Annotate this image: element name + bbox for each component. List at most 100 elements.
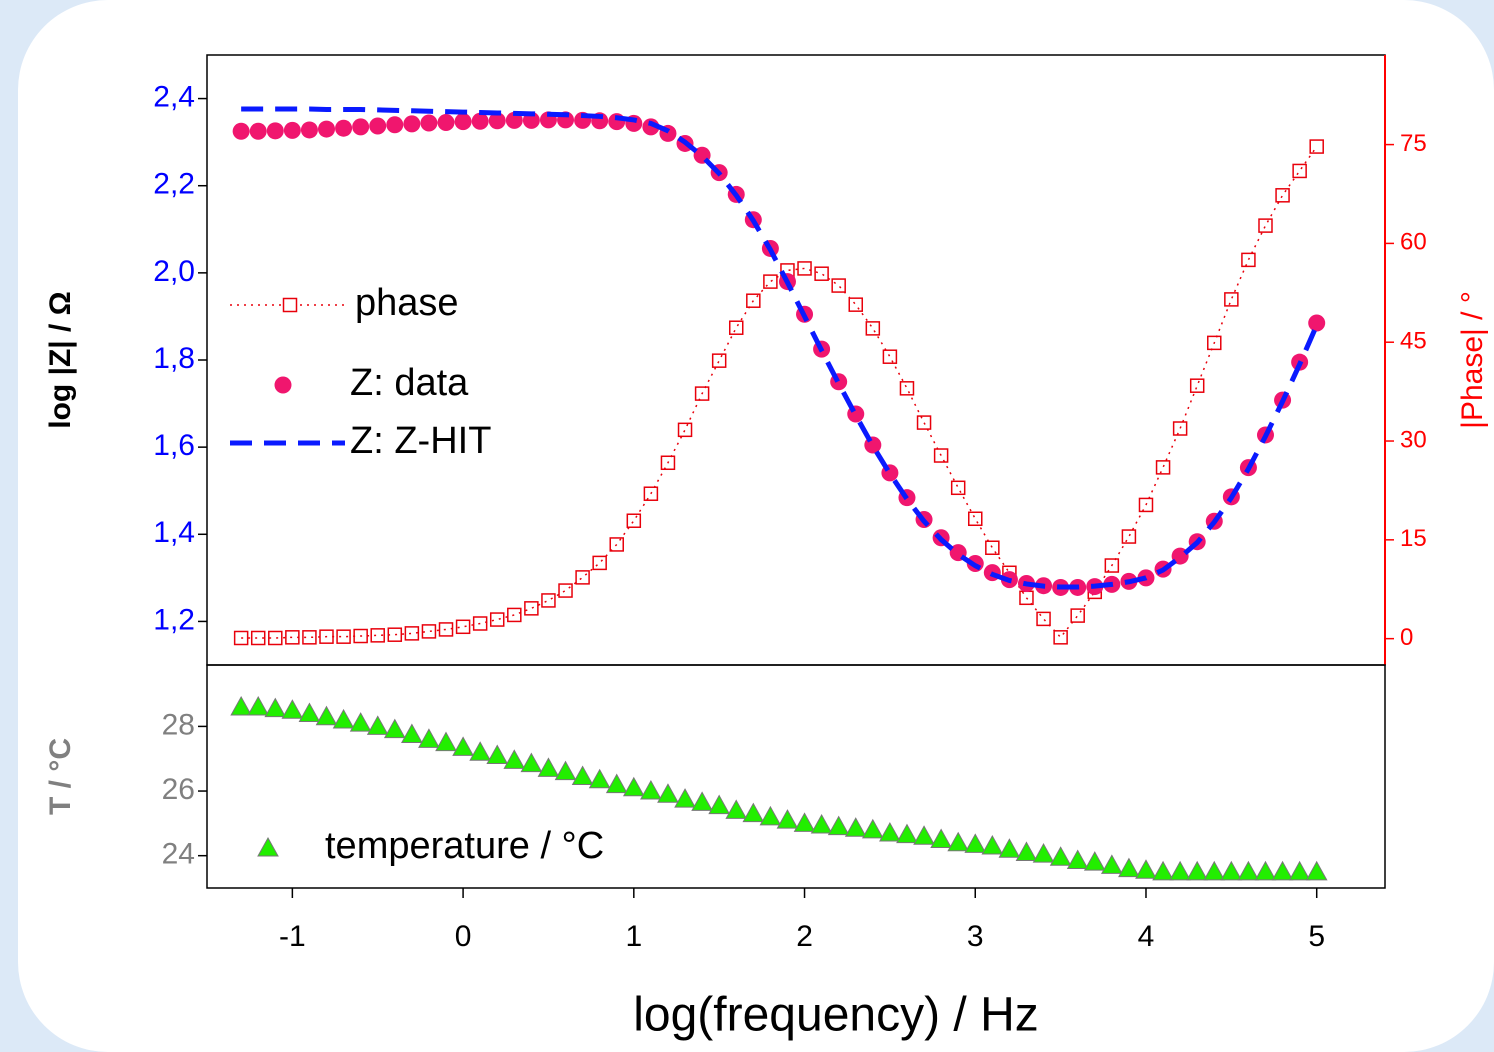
- data-point: [592, 555, 607, 571]
- data-point: [352, 118, 370, 136]
- data-point: [691, 791, 713, 811]
- data-point: [283, 121, 301, 139]
- data-point: [332, 708, 355, 729]
- data-point: [742, 802, 765, 823]
- data-point: [370, 628, 385, 643]
- data-point: [1169, 860, 1191, 881]
- data-point: [420, 114, 438, 132]
- data-point: [1305, 860, 1328, 881]
- data-point: [947, 831, 970, 852]
- data-point: [1053, 630, 1068, 645]
- data-point: [831, 278, 846, 293]
- data-point: [605, 773, 628, 794]
- data-point: [230, 695, 252, 716]
- data-point: [933, 448, 949, 463]
- data-point: [660, 455, 676, 471]
- data-point: [797, 261, 812, 276]
- data-point: [507, 607, 522, 623]
- data-point: [793, 812, 816, 832]
- data-point: [1241, 252, 1256, 268]
- legend-marker: [282, 297, 298, 313]
- data-point: [1292, 163, 1307, 179]
- y2-tick-label: 0: [1400, 624, 1413, 651]
- data-point: [1121, 529, 1137, 544]
- data-point: [537, 757, 560, 777]
- y-tick-label: 2,4: [153, 80, 195, 113]
- data-point: [471, 112, 489, 130]
- data-point: [418, 728, 440, 748]
- legend-label: Z: Z-HIT: [350, 420, 491, 462]
- data-point: [677, 422, 693, 438]
- data-point: [319, 629, 334, 644]
- data-point: [472, 616, 488, 631]
- legend-marker: [274, 376, 292, 394]
- data-point: [725, 799, 748, 819]
- data-point: [626, 513, 642, 528]
- data-point: [622, 776, 645, 797]
- data-point: [964, 833, 987, 853]
- data-point: [575, 570, 590, 585]
- data-point: [930, 828, 952, 849]
- data-point: [281, 699, 304, 719]
- data-point: [1258, 218, 1273, 233]
- data-point: [711, 353, 727, 368]
- data-point: [353, 628, 368, 644]
- data-point: [404, 626, 420, 641]
- data-point: [524, 601, 539, 616]
- data-point: [315, 705, 338, 726]
- data-point: [985, 540, 1000, 555]
- data-point: [452, 736, 474, 756]
- data-point: [454, 113, 472, 131]
- data-point: [1152, 860, 1174, 881]
- data-point: [827, 815, 850, 836]
- data-point: [1100, 854, 1123, 874]
- plot-frame: [206, 664, 1386, 889]
- x-tick-label: 2: [796, 920, 813, 953]
- data-point: [520, 752, 543, 773]
- data-point: [335, 119, 353, 137]
- data-point: [1070, 608, 1085, 623]
- data-point: [558, 583, 573, 598]
- x-axis-title: log(frequency) / Hz: [633, 989, 1039, 1042]
- data-point: [1138, 497, 1154, 513]
- data-point: [1203, 860, 1226, 881]
- y-tick-label: 2,0: [153, 255, 195, 288]
- y2-tick-label: 30: [1400, 426, 1427, 453]
- data-point: [844, 817, 867, 837]
- data-point: [1083, 851, 1106, 871]
- data-point: [386, 116, 404, 134]
- data-point: [1237, 860, 1260, 881]
- legend-label: temperature / °C: [325, 825, 604, 867]
- legend-label: Z: data: [350, 362, 469, 404]
- data-point: [728, 320, 744, 335]
- data-point: [366, 715, 389, 735]
- data-point: [1186, 860, 1209, 881]
- data-point: [554, 760, 577, 781]
- y-tick-label: 1,2: [153, 603, 195, 636]
- data-point: [403, 115, 421, 133]
- data-point: [264, 697, 287, 718]
- data-point: [896, 823, 918, 844]
- y2-tick-label: 75: [1400, 130, 1427, 157]
- data-point: [435, 731, 457, 752]
- y-tick-label: 24: [162, 838, 195, 871]
- data-point: [285, 630, 300, 645]
- data-point: [268, 630, 283, 646]
- x-tick-label: 0: [455, 920, 472, 953]
- legend-marker: [257, 836, 279, 857]
- x-tick-label: -1: [279, 920, 306, 953]
- data-point: [776, 809, 799, 829]
- x-tick-label: 3: [967, 920, 984, 953]
- y-tick-label: 1,6: [153, 429, 195, 462]
- data-point: [488, 112, 506, 130]
- data-point: [249, 122, 267, 140]
- data-point: [1189, 378, 1205, 393]
- data-point: [247, 695, 270, 716]
- data-point: [336, 629, 351, 644]
- data-point: [1309, 139, 1324, 154]
- data-point: [1275, 188, 1290, 203]
- data-point: [455, 619, 471, 635]
- data-point: [913, 825, 935, 845]
- data-point: [1015, 841, 1038, 861]
- y-tick-label: 26: [162, 773, 195, 806]
